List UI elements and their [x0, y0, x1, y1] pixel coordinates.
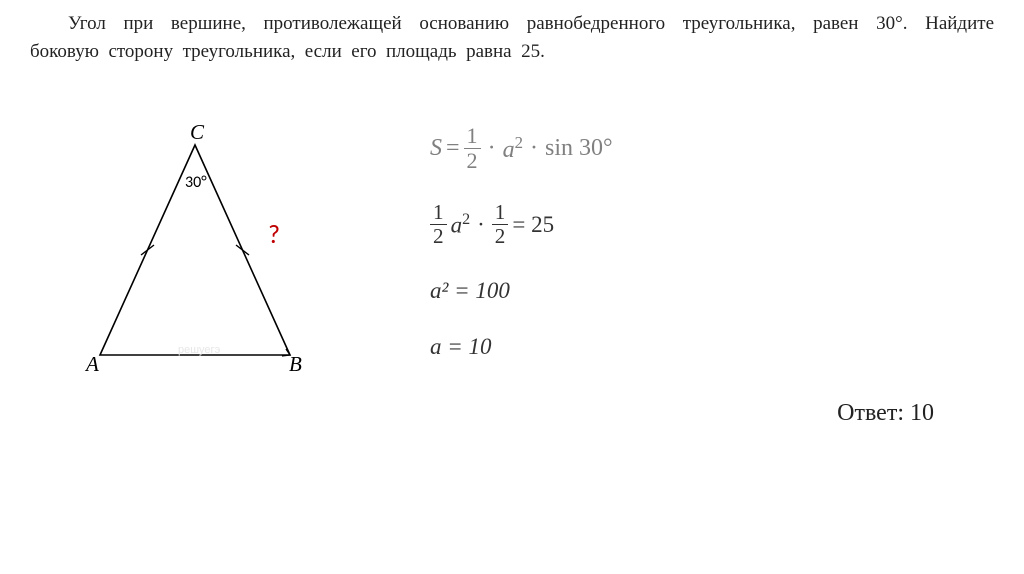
answer-value: 10	[910, 400, 934, 426]
dot1: ·	[488, 135, 496, 162]
frac-half: 1 2	[464, 125, 481, 172]
dot2: ·	[530, 135, 538, 162]
angle-label: 30°	[185, 173, 207, 192]
equation-step1: 1 2 a2 · 1 2 = 25	[430, 202, 994, 247]
frac-den: 2	[464, 148, 481, 172]
dot3: ·	[477, 212, 485, 238]
answer-label: Ответ:	[837, 400, 904, 426]
vertex-b-label: B	[289, 352, 302, 376]
sym-S: S	[430, 135, 442, 162]
equation-formula: S = 1 2 · a2 · sin 30°	[430, 125, 994, 172]
step3-text: a = 10	[430, 334, 492, 360]
content-row: C A B 30° ? решуегэ S = 1 2 · a2	[30, 125, 994, 426]
watermark: решуегэ	[178, 344, 221, 356]
frac2: 1 2	[492, 202, 509, 247]
sin30: sin 30°	[545, 135, 613, 162]
page: Угол при вершине, противолежащей основан…	[0, 0, 1024, 437]
step2-text: a² = 100	[430, 278, 510, 304]
eq25: = 25	[512, 212, 554, 238]
sym-eq: =	[446, 135, 460, 162]
frac1: 1 2	[430, 202, 447, 247]
problem-line1: Угол при вершине, противолежащей основан…	[68, 13, 858, 34]
triangle-svg: C A B 30° ? решуегэ	[30, 125, 360, 385]
equation-step2: a² = 100	[430, 278, 994, 304]
equation-step3: a = 10	[430, 334, 994, 360]
answer-line: Ответ: 10	[430, 400, 994, 427]
frac-num: 1	[464, 125, 481, 148]
question-mark: ?	[268, 218, 280, 250]
vertex-a-label: A	[84, 352, 99, 376]
tick-left	[141, 245, 154, 255]
a2: a2	[503, 133, 523, 164]
a2b: a2	[451, 211, 471, 239]
triangle-figure: C A B 30° ? решуегэ	[30, 125, 380, 426]
math-column: S = 1 2 · a2 · sin 30° 1 2 a2 · 1	[380, 125, 994, 426]
problem-text: Угол при вершине, противолежащей основан…	[30, 10, 994, 65]
tick-right	[236, 245, 249, 255]
vertex-c-label: C	[190, 125, 205, 144]
